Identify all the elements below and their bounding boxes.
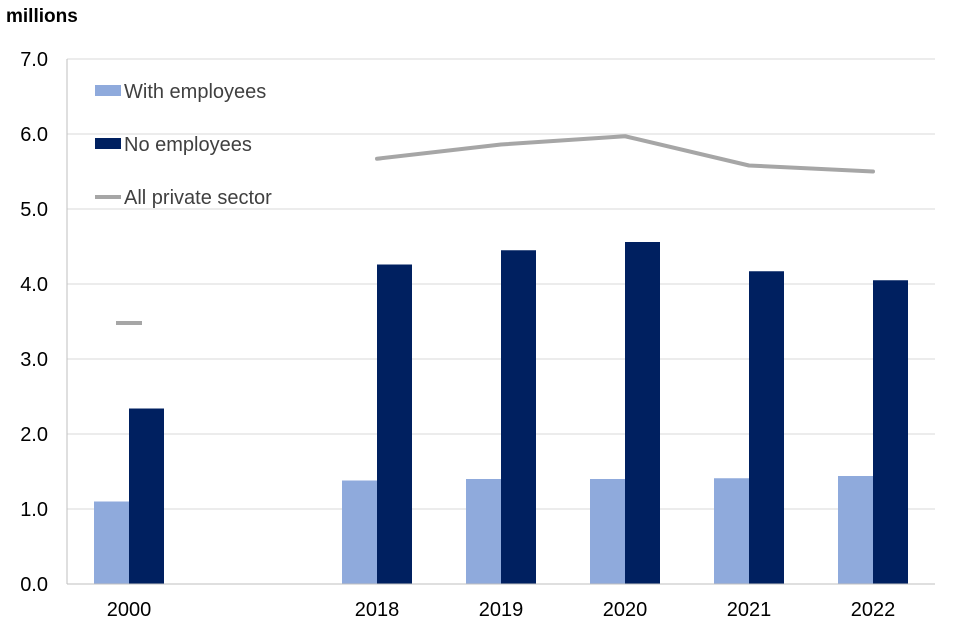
bar-with-employees <box>714 478 749 584</box>
bar-with-employees <box>342 480 377 584</box>
bar-no-employees <box>129 408 164 584</box>
line-series <box>116 134 875 325</box>
line-all-private-sector <box>375 134 875 174</box>
bar-no-employees <box>501 250 536 584</box>
y-tick-label: 5.0 <box>20 199 48 221</box>
y-tick-label: 3.0 <box>20 349 48 371</box>
legend-label: No employees <box>124 134 252 156</box>
x-tick-label: 2020 <box>603 599 648 621</box>
x-tick-label: 2018 <box>355 599 400 621</box>
legend-label: With employees <box>124 81 266 103</box>
y-tick-label: 1.0 <box>20 499 48 521</box>
x-tick-label: 2019 <box>479 599 524 621</box>
y-axis-label: millions <box>6 6 78 27</box>
bar-with-employees <box>838 476 873 584</box>
bar-with-employees <box>94 501 129 584</box>
x-tick-label: 2021 <box>727 599 772 621</box>
bar-no-employees <box>377 264 412 584</box>
x-tick-label: 2000 <box>107 599 152 621</box>
legend-swatch <box>95 138 121 149</box>
bar-with-employees <box>590 479 625 584</box>
y-tick-label: 6.0 <box>20 124 48 146</box>
bars <box>94 242 908 584</box>
legend-swatch <box>95 85 121 96</box>
bar-no-employees <box>625 242 660 584</box>
legend: With employees No employees All private se… <box>95 81 272 209</box>
y-tick-label: 0.0 <box>20 574 48 596</box>
bar-no-employees <box>749 271 784 584</box>
axes: 0.0 1.0 2.0 3.0 4.0 5.0 6.0 7.0 2000 2018 2019 2020… <box>20 49 935 621</box>
y-tick-label: 7.0 <box>20 49 48 71</box>
y-tick-label: 4.0 <box>20 274 48 296</box>
bar-no-employees <box>873 280 908 584</box>
y-tick-label: 2.0 <box>20 424 48 446</box>
x-tick-label: 2022 <box>851 599 896 621</box>
bar-with-employees <box>466 479 501 584</box>
legend-label: All private sector <box>124 187 272 209</box>
